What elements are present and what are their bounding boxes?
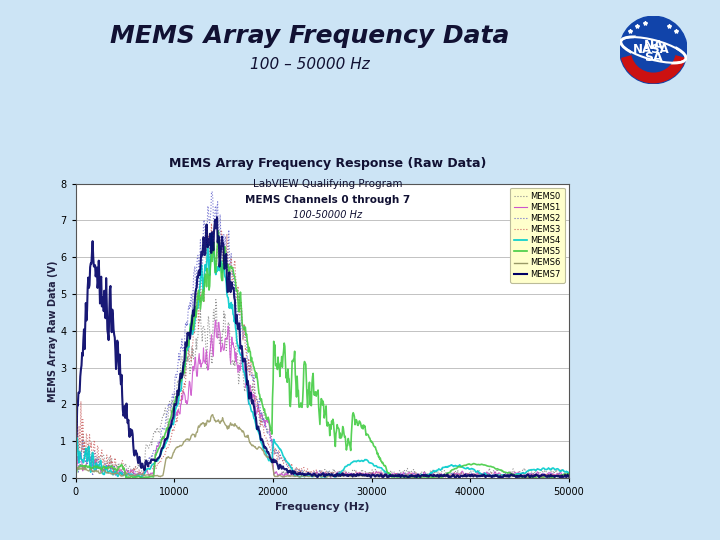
Text: MEMS Array Frequency Data: MEMS Array Frequency Data [110,24,509,48]
Legend: MEMS0, MEMS1, MEMS2, MEMS3, MEMS4, MEMS5, MEMS6, MEMS7: MEMS0, MEMS1, MEMS2, MEMS3, MEMS4, MEMS5… [510,188,564,282]
Text: MEMS Channels 0 through 7: MEMS Channels 0 through 7 [245,195,410,205]
Text: NASA: NASA [634,43,670,57]
Y-axis label: MEMS Array Raw Data (V): MEMS Array Raw Data (V) [48,260,58,402]
Circle shape [620,16,687,84]
X-axis label: Frequency (Hz): Frequency (Hz) [275,503,369,512]
Text: SA: SA [644,51,662,64]
Text: 100 – 50000 Hz: 100 – 50000 Hz [250,57,369,72]
Text: MEMS Array Frequency Response (Raw Data): MEMS Array Frequency Response (Raw Data) [169,157,486,170]
Text: NA: NA [644,39,663,52]
Text: LabVIEW Qualifying Program: LabVIEW Qualifying Program [253,179,402,189]
Wedge shape [622,56,685,83]
Circle shape [631,28,675,72]
Text: 100-50000 Hz: 100-50000 Hz [293,210,362,220]
